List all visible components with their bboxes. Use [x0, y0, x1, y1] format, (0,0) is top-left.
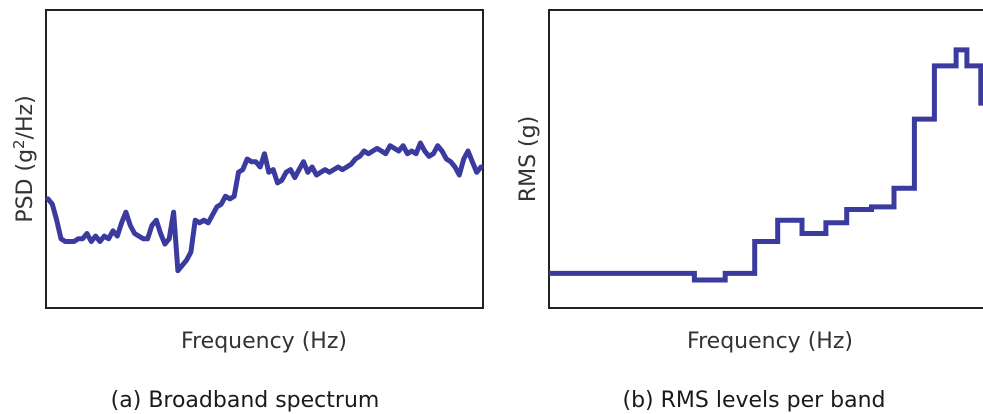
x-axis-label-a: Frequency (Hz) [181, 329, 347, 354]
psd-series-line [45, 140, 484, 274]
rms-step-line [549, 47, 983, 283]
y-axis-label-a: PSD (g2/Hz) [10, 95, 38, 222]
caption-a: (a) Broadband spectrum [111, 388, 380, 413]
panel-broadband-spectrum: Frequency (Hz) PSD (g2/Hz) (a) Broadband… [10, 9, 484, 413]
x-axis-label-b: Frequency (Hz) [687, 329, 853, 354]
plot-frame-b [548, 9, 983, 309]
plot-frame-a [45, 9, 484, 309]
panel-rms-levels: Frequency (Hz) RMS (g) (b) RMS levels pe… [516, 9, 983, 413]
caption-b: (b) RMS levels per band [622, 388, 885, 413]
y-axis-label-b: RMS (g) [516, 116, 541, 202]
